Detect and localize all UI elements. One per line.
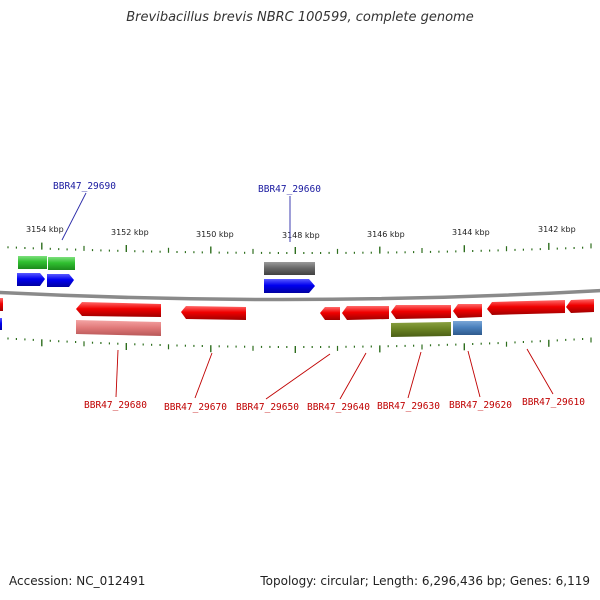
gene-edge-left-blue[interactable] <box>0 318 2 330</box>
bottom-scale-ticks <box>7 337 592 353</box>
gene-29620[interactable] <box>453 304 482 318</box>
gene-29680-alt[interactable] <box>76 320 161 336</box>
gene-29650[interactable] <box>320 307 340 320</box>
genome-backbone <box>0 288 600 302</box>
gene-29680[interactable] <box>76 302 161 317</box>
label-29650[interactable]: BBR47_29650 <box>236 402 299 413</box>
label-29610[interactable]: BBR47_29610 <box>522 397 585 408</box>
label-29660[interactable]: BBR47_29660 <box>258 184 321 195</box>
scale-label-3152: 3152 kbp <box>111 228 149 237</box>
gene-29610[interactable] <box>487 300 565 315</box>
scale-label-3148: 3148 kbp <box>282 231 320 240</box>
genome-summary-text: Topology: circular; Length: 6,296,436 bp… <box>260 574 590 588</box>
genome-title: Brevibacillus brevis NBRC 100599, comple… <box>126 10 474 25</box>
leader-29630 <box>407 351 422 399</box>
label-29680[interactable]: BBR47_29680 <box>84 400 147 411</box>
gene-blue-2[interactable] <box>47 274 74 287</box>
leader-lines <box>61 192 554 400</box>
top-scale-ticks <box>7 242 592 254</box>
scale-label-3146: 3146 kbp <box>367 230 405 239</box>
leader-29670 <box>194 352 213 399</box>
gene-29630-alt[interactable] <box>391 322 451 337</box>
label-29620[interactable]: BBR47_29620 <box>449 400 512 411</box>
forward-genes <box>17 256 315 293</box>
leader-29610 <box>526 348 554 395</box>
gene-29620-alt[interactable] <box>453 321 482 335</box>
gene-blue-1[interactable] <box>17 273 45 286</box>
label-29630[interactable]: BBR47_29630 <box>377 401 440 412</box>
label-29640[interactable]: BBR47_29640 <box>307 402 370 413</box>
scale-label-3154: 3154 kbp <box>26 225 64 234</box>
leader-29620 <box>467 350 481 398</box>
scale-label-3144: 3144 kbp <box>452 228 490 237</box>
gene-green-1[interactable] <box>18 256 47 269</box>
gene-green-2[interactable] <box>48 257 75 270</box>
label-29670[interactable]: BBR47_29670 <box>164 402 227 413</box>
leader-29690 <box>61 192 87 241</box>
gene-29670[interactable] <box>181 306 246 320</box>
leader-29680 <box>115 349 119 398</box>
scale-label-3142: 3142 kbp <box>538 225 576 234</box>
gene-blue-29660[interactable] <box>264 279 315 293</box>
scale-label-3150: 3150 kbp <box>196 230 234 239</box>
gene-edge-left-red[interactable] <box>0 298 3 311</box>
reverse-genes <box>0 298 594 337</box>
gene-gray-29660[interactable] <box>264 262 315 275</box>
gene-edge-right[interactable] <box>566 299 594 313</box>
gene-29630[interactable] <box>391 305 451 319</box>
leader-29650 <box>265 353 331 400</box>
label-29690[interactable]: BBR47_29690 <box>53 181 116 192</box>
leader-29640 <box>339 352 367 400</box>
accession-text: Accession: NC_012491 <box>9 574 146 588</box>
gene-29640[interactable] <box>342 306 389 320</box>
